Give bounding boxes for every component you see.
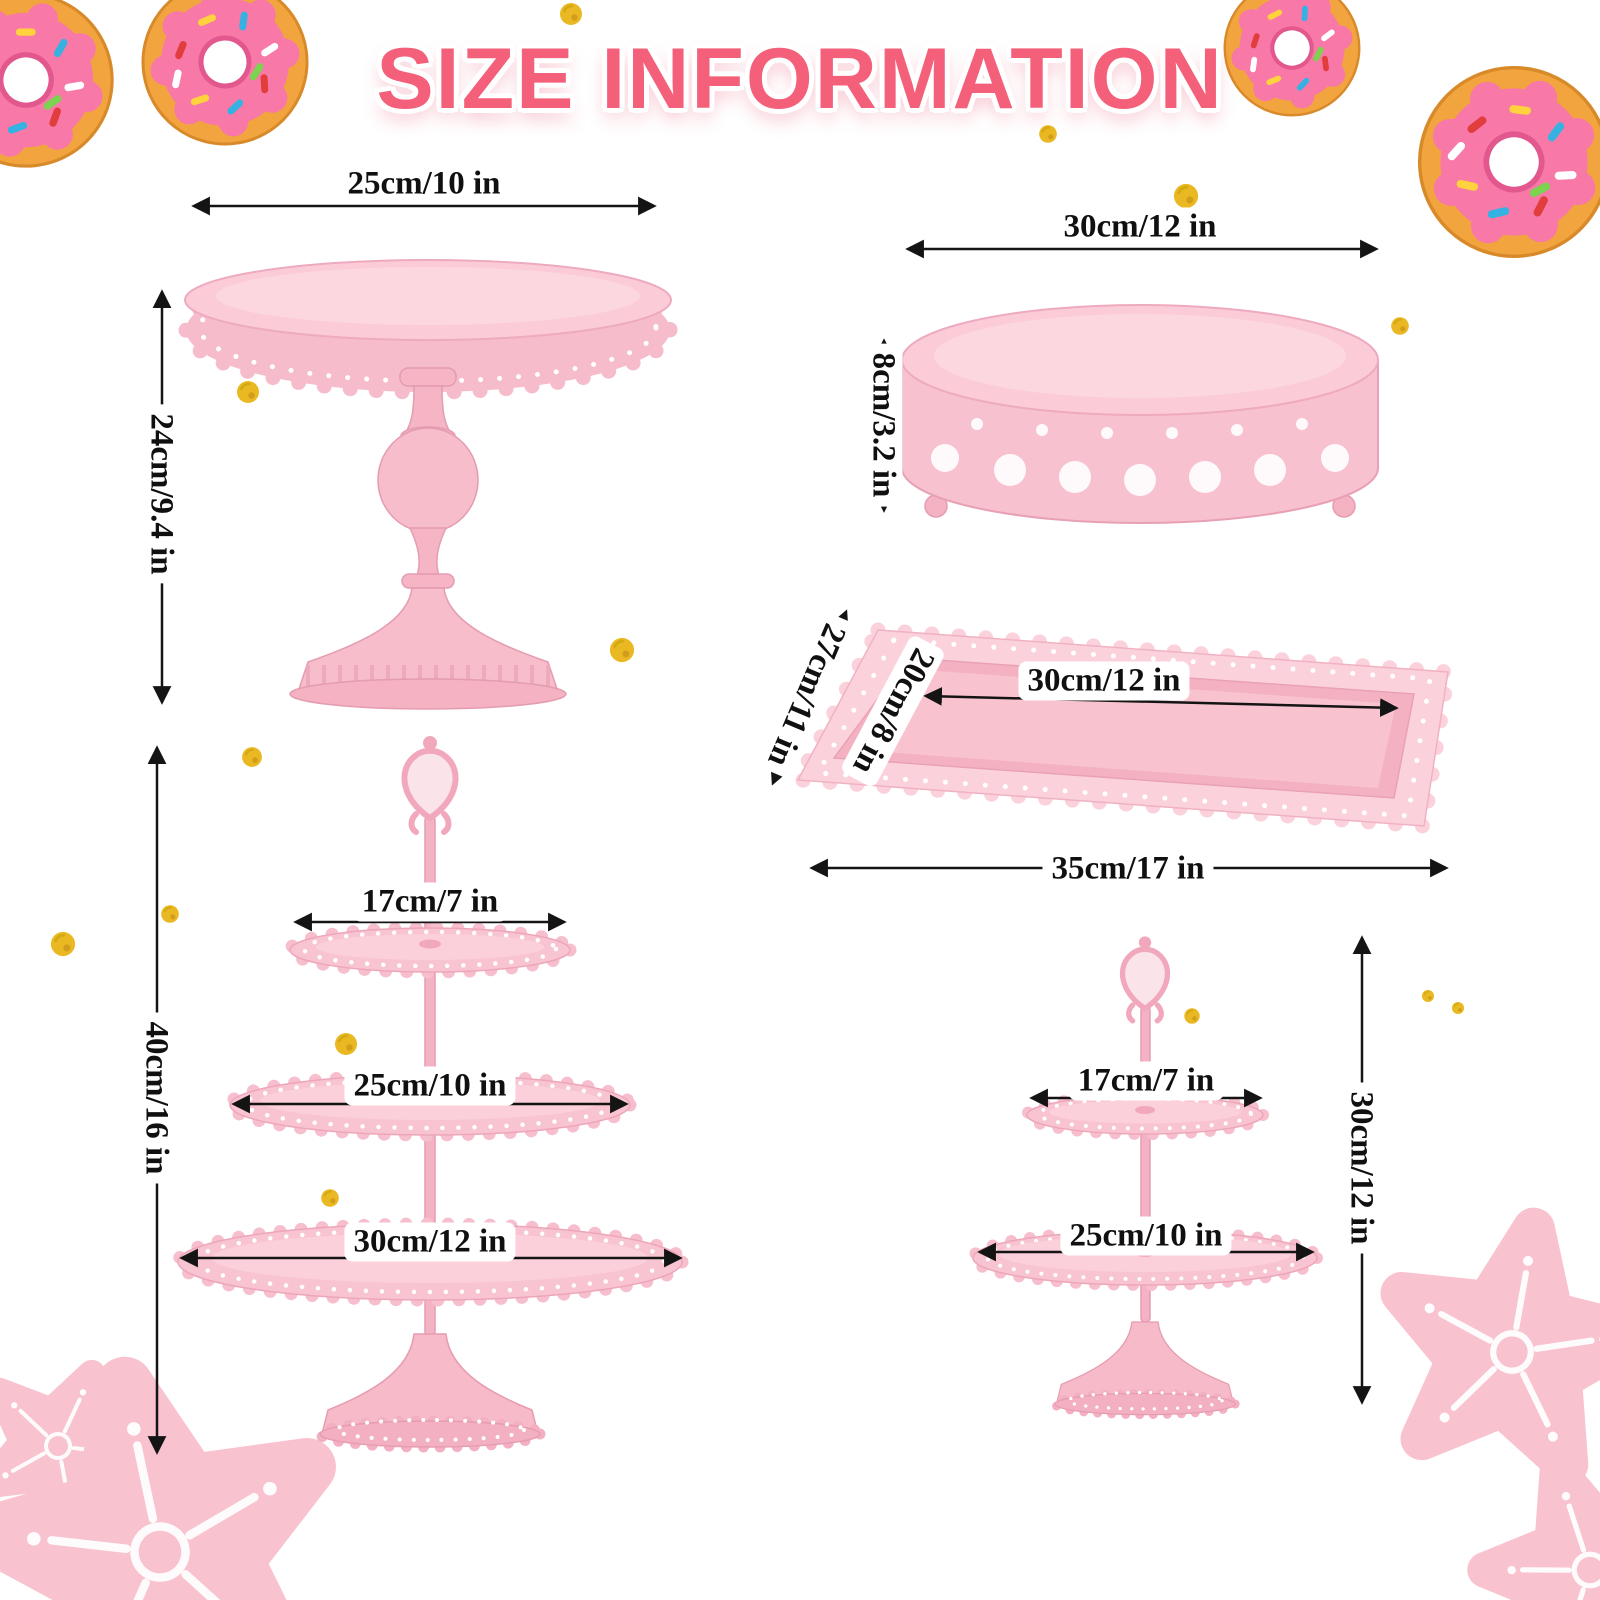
confetti-dot-icon bbox=[608, 636, 636, 664]
confetti-dot-icon bbox=[235, 379, 261, 405]
donut-icon bbox=[1391, 39, 1600, 285]
finial-ornament-icon bbox=[404, 736, 455, 832]
confetti-dot-icon bbox=[49, 930, 77, 958]
confetti-dot-icon bbox=[333, 1031, 359, 1057]
dim-label-three-tier-bottom: 30cm/12 in bbox=[344, 1222, 516, 1262]
confetti-dot-icon bbox=[1172, 182, 1200, 210]
round-cake-stand-illustration bbox=[901, 304, 1379, 524]
pedestal-cake-stand-illustration bbox=[178, 259, 678, 710]
dim-arrow-tray-inner-length bbox=[923, 687, 1399, 717]
confetti-dot-icon bbox=[1390, 316, 1410, 336]
confetti-dot-icon bbox=[1183, 1007, 1201, 1025]
finial-ornament-icon bbox=[1123, 936, 1168, 1020]
dim-label-pedestal-height: 24cm/9.4 in bbox=[141, 404, 181, 584]
two-tier-stand-illustration bbox=[967, 936, 1323, 1420]
dim-label-round-height: 8cm/3.2 in bbox=[863, 343, 903, 507]
confetti-dots bbox=[49, 1, 1465, 1208]
snowflake-star-icon bbox=[1377, 1208, 1600, 1472]
dim-label-two-tier-height: 30cm/12 in bbox=[1341, 1082, 1381, 1254]
donut-icon bbox=[132, 0, 317, 155]
dim-label-two-tier-top: 17cm/7 in bbox=[1068, 1061, 1224, 1101]
confetti-dot-icon bbox=[240, 745, 264, 769]
page-title: SIZE INFORMATION bbox=[376, 31, 1224, 127]
dim-label-three-tier-top: 17cm/7 in bbox=[352, 882, 508, 922]
dim-label-round-diameter: 30cm/12 in bbox=[1054, 207, 1226, 247]
confetti-dot-icon bbox=[1421, 989, 1435, 1003]
dim-label-tray-outer-length: 35cm/17 in bbox=[1042, 849, 1214, 889]
donut-icon bbox=[0, 0, 131, 185]
confetti-dot-icon bbox=[558, 1, 584, 27]
confetti-dot-icon bbox=[320, 1188, 340, 1208]
dim-label-two-tier-bottom: 25cm/10 in bbox=[1060, 1216, 1232, 1256]
donut-icon bbox=[1212, 0, 1372, 128]
dim-label-tray-inner-length: 30cm/12 in bbox=[1018, 661, 1190, 701]
dim-label-pedestal-diameter: 25cm/10 in bbox=[338, 164, 510, 204]
dim-label-three-tier-middle: 25cm/10 in bbox=[344, 1066, 516, 1106]
dim-label-three-tier-height: 40cm/16 in bbox=[136, 1012, 176, 1184]
confetti-dot-icon bbox=[160, 904, 180, 924]
confetti-dot-icon bbox=[1451, 1001, 1465, 1015]
